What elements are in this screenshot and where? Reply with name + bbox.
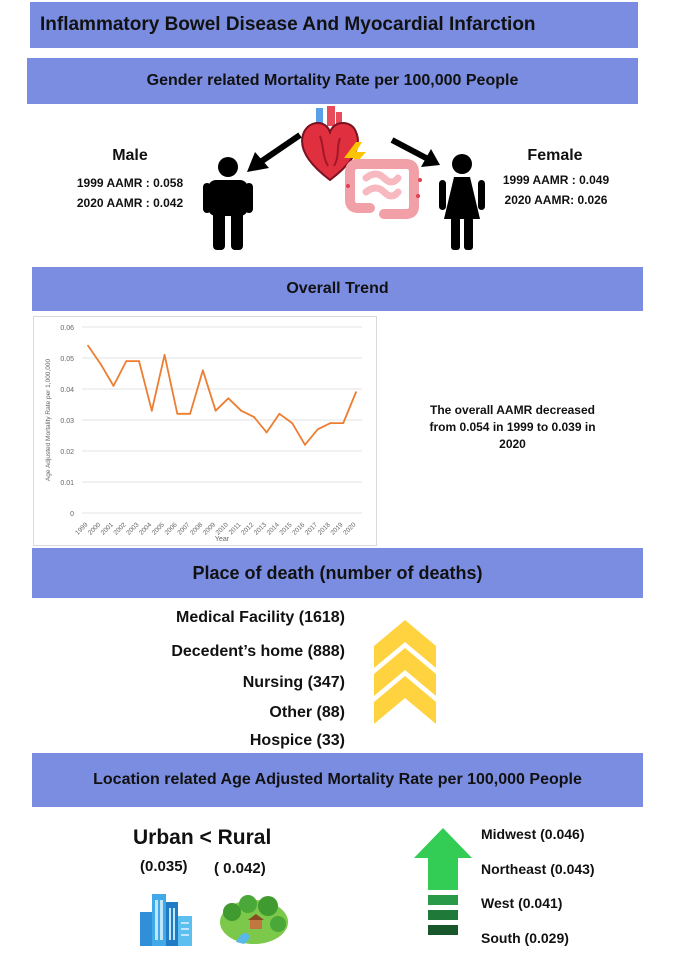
trend-header: Overall Trend [32, 267, 643, 311]
place-item-other: Other (88) [269, 704, 345, 721]
x-tick-label: 2013 [253, 521, 268, 536]
data-point [278, 412, 281, 415]
location-header-text: Location related Age Adjusted Mortality … [93, 771, 582, 788]
x-tick-label: 2018 [317, 521, 332, 536]
x-axis-label: Year [215, 536, 230, 543]
data-point [138, 360, 140, 362]
data-point [265, 431, 268, 434]
male-stats: 1999 AAMR : 0.058 2020 AAMR : 0.042 [60, 173, 200, 213]
location-header: Location related Age Adjusted Mortality … [32, 753, 643, 807]
region-arrow-up-icon [414, 828, 472, 935]
male-label: Male [112, 147, 148, 164]
y-tick-label: 0.05 [60, 356, 74, 363]
urban-rural-label: Urban < Rural [133, 826, 272, 849]
female-label: Female [527, 147, 583, 164]
city-buildings-icon [140, 894, 192, 946]
female-person-icon [439, 154, 485, 250]
place-item-home: Decedent’s home (888) [171, 643, 345, 660]
place-item-medical-facility: Medical Facility (1618) [176, 609, 345, 626]
place-header-text: Place of death (number of deaths) [192, 562, 483, 583]
data-point [112, 385, 115, 387]
x-tick-label: 2017 [304, 521, 319, 536]
x-tick-label: 2016 [291, 521, 306, 536]
data-point [227, 397, 230, 400]
arrow-to-female-icon [390, 137, 440, 167]
x-tick-label: 2014 [266, 521, 281, 536]
data-point [125, 360, 128, 362]
y-tick-label: 0.03 [60, 418, 74, 425]
series-line [87, 345, 357, 446]
y-tick-label: 0.04 [60, 387, 74, 394]
data-point [214, 409, 217, 412]
data-point [316, 428, 319, 431]
gender-header-text: Gender related Mortality Rate per 100,00… [146, 72, 519, 89]
data-point [99, 363, 102, 366]
title-banner: Inflammatory Bowel Disease And Myocardia… [30, 2, 638, 48]
x-tick-label: 2010 [215, 521, 230, 536]
chevron-up-icon [374, 620, 436, 724]
y-tick-label: 0.02 [60, 449, 74, 456]
trend-header-text: Overall Trend [286, 280, 389, 297]
data-point [150, 409, 153, 412]
x-tick-label: 2007 [176, 521, 191, 536]
data-point [329, 422, 332, 424]
male-person-icon [203, 157, 253, 250]
female-1999: 1999 AAMR : 0.049 [502, 173, 610, 187]
x-tick-label: 2001 [100, 521, 115, 536]
x-tick-label: 2020 [342, 521, 357, 536]
region-west: West (0.041) [481, 895, 563, 911]
male-1999: 1999 AAMR : 0.058 [76, 176, 184, 190]
x-tick-label: 2004 [138, 521, 153, 536]
x-tick-label: 2008 [189, 521, 204, 536]
region-midwest: Midwest (0.046) [481, 826, 585, 842]
lightning-icon [344, 142, 366, 170]
data-point [253, 416, 255, 418]
y-tick-label: 0 [70, 511, 74, 518]
x-tick-label: 2002 [113, 521, 128, 536]
arrow-to-male-icon [247, 132, 302, 172]
place-header: Place of death (number of deaths) [32, 548, 643, 598]
trend-chart-svg: 00.010.020.030.040.050.06199920002001200… [45, 325, 362, 543]
gender-header: Gender related Mortality Rate per 100,00… [27, 58, 638, 104]
data-point [201, 369, 204, 372]
x-tick-label: 1999 [74, 521, 89, 536]
rural-value: ( 0.042) [214, 860, 266, 877]
x-tick-label: 2019 [329, 521, 344, 536]
page-title: Inflammatory Bowel Disease And Myocardia… [40, 14, 536, 35]
data-point [176, 412, 179, 415]
x-tick-label: 2005 [151, 521, 166, 536]
x-tick-label: 2011 [228, 521, 243, 536]
data-point [163, 354, 166, 356]
region-northeast: Northeast (0.043) [481, 861, 595, 877]
trend-chart: 0 0.01 0.02 0.03 0.04 0.05 0.06 1999 2000 2001 200… [33, 316, 377, 546]
male-2020: 2020 AAMR : 0.042 [76, 196, 184, 210]
x-tick-label: 2012 [240, 521, 255, 536]
y-tick-label: 0.06 [60, 325, 74, 332]
rural-landscape-icon [220, 895, 288, 944]
y-tick-label: 0.01 [60, 480, 74, 487]
data-point [342, 422, 345, 424]
data-point [355, 391, 357, 393]
x-tick-label: 2015 [278, 521, 293, 536]
data-point [189, 412, 191, 415]
data-point [240, 409, 243, 412]
x-tick-label: 2009 [202, 521, 217, 536]
place-item-nursing: Nursing (347) [242, 674, 345, 691]
data-point [291, 422, 294, 424]
trend-summary: The overall AAMR decreased from 0.054 in… [429, 403, 596, 451]
x-tick-label: 2000 [87, 521, 102, 536]
female-stats: 1999 AAMR : 0.049 2020 AAMR: 0.026 [490, 170, 622, 210]
region-south: South (0.029) [481, 930, 569, 946]
data-point [304, 443, 306, 446]
x-tick-label: 2006 [164, 521, 179, 536]
x-tick-label: 2003 [125, 521, 140, 536]
intestine-icon [345, 159, 422, 219]
urban-value: (0.035) [140, 858, 188, 875]
female-2020: 2020 AAMR: 0.026 [504, 193, 608, 207]
data-point [87, 344, 89, 347]
y-axis-label: Age Adjusted Mortality Rate per 1,000,00… [45, 359, 52, 482]
place-item-hospice: Hospice (33) [249, 732, 345, 749]
